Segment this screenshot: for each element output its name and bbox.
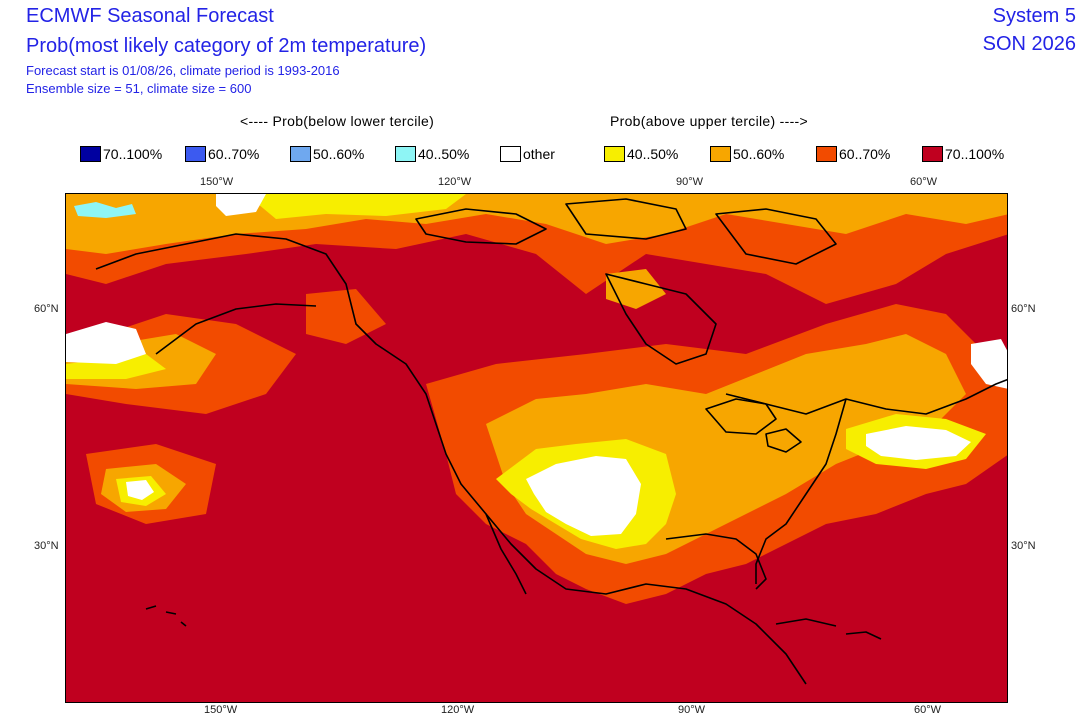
lon-label-bottom: 90°W	[678, 704, 706, 715]
legend-swatch	[185, 146, 206, 162]
legend-label: other	[523, 146, 555, 162]
header-right: System 5 SON 2026	[983, 2, 1076, 58]
legend-swatch	[500, 146, 521, 162]
legend-below-heading: <---- Prob(below lower tercile)	[240, 113, 435, 129]
figure-subtitle: Prob(most likely category of 2m temperat…	[26, 35, 427, 57]
legend-item-above-50-60: 50..60%	[710, 144, 784, 164]
legend-swatch	[290, 146, 311, 162]
legend-swatch	[604, 146, 625, 162]
probability-map	[65, 193, 1008, 703]
legend-swatch	[816, 146, 837, 162]
map-svg	[66, 194, 1007, 702]
region-other	[66, 194, 1007, 536]
legend-swatch	[922, 146, 943, 162]
lon-label-bottom: 60°W	[914, 704, 942, 715]
legend-label: 60..70%	[839, 146, 891, 162]
legend-label: 50..60%	[733, 146, 785, 162]
legend-item-below-60-70: 60..70%	[185, 144, 259, 164]
lon-label-top: 120°W	[438, 176, 472, 188]
legend-label: 70..100%	[945, 146, 1005, 162]
lon-label-bottom: 150°W	[204, 704, 238, 715]
lat-label-left: 30°N	[34, 540, 59, 552]
season-label: SON 2026	[982, 33, 1076, 55]
legend-above-heading: Prob(above upper tercile) ---->	[610, 113, 808, 129]
legend-swatch	[710, 146, 731, 162]
legend-label: 40..50%	[418, 146, 470, 162]
region-below-40-50	[74, 202, 136, 218]
lat-label-right: 60°N	[1011, 303, 1036, 315]
lat-label-right: 30°N	[1011, 540, 1036, 552]
ensemble-size-line: Ensemble size = 51, climate size = 600	[26, 80, 252, 96]
lon-label-top: 150°W	[200, 176, 234, 188]
lon-label-bottom: 120°W	[441, 704, 475, 715]
legend-label: 70..100%	[103, 146, 163, 162]
lat-label-left: 60°N	[34, 303, 59, 315]
legend-item-above-60-70: 60..70%	[816, 144, 890, 164]
header-left: ECMWF Seasonal Forecast Prob(most likely…	[26, 4, 426, 96]
figure-title: ECMWF Seasonal Forecast	[26, 5, 274, 27]
legend-item-other: other	[500, 144, 555, 164]
legend-swatch	[80, 146, 101, 162]
system-label: System 5	[992, 5, 1076, 27]
forecast-start-line: Forecast start is 01/08/26, climate peri…	[26, 63, 340, 78]
legend-item-below-40-50: 40..50%	[395, 144, 469, 164]
legend-label: 50..60%	[313, 146, 365, 162]
legend-swatch	[395, 146, 416, 162]
legend-label: 40..50%	[627, 146, 679, 162]
legend-item-above-40-50: 40..50%	[604, 144, 678, 164]
legend-item-above-70-100: 70..100%	[922, 144, 1004, 164]
legend-item-below-70-100: 70..100%	[80, 144, 162, 164]
lon-label-top: 60°W	[910, 176, 938, 188]
color-legend: 70..100% 60..70% 50..60% 40..50% other 4…	[80, 144, 1090, 164]
lon-label-top: 90°W	[676, 176, 704, 188]
coastlines	[95, 198, 1007, 685]
legend-label: 60..70%	[208, 146, 260, 162]
legend-item-below-50-60: 50..60%	[290, 144, 364, 164]
